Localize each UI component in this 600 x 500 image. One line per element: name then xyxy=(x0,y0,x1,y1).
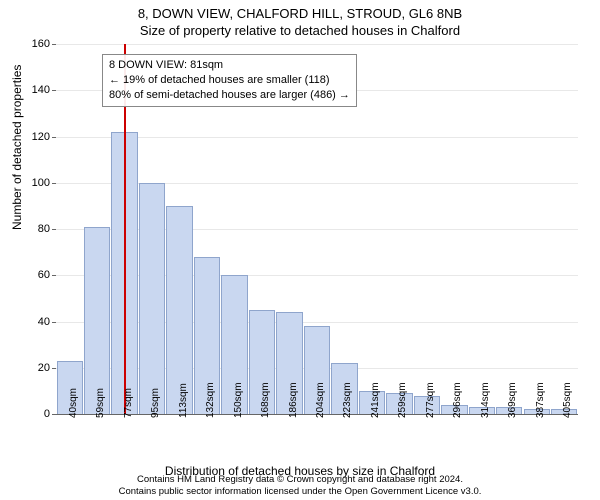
xtick-label: 405sqm xyxy=(562,382,573,418)
histogram-bar xyxy=(139,183,165,414)
ytick-mark xyxy=(52,137,56,138)
xtick-label: 241sqm xyxy=(370,382,381,418)
xtick-label: 40sqm xyxy=(68,388,79,418)
xtick-label: 369sqm xyxy=(507,382,518,418)
ytick-mark xyxy=(52,322,56,323)
xtick-label: 168sqm xyxy=(260,382,271,418)
xtick-label: 387sqm xyxy=(535,382,546,418)
ytick-mark xyxy=(52,183,56,184)
xtick-label: 77sqm xyxy=(123,388,134,418)
xtick-label: 113sqm xyxy=(178,383,189,418)
ytick-label: 160 xyxy=(32,38,50,50)
ytick-label: 20 xyxy=(38,362,50,374)
xtick-label: 277sqm xyxy=(425,382,436,418)
xtick-label: 296sqm xyxy=(452,382,463,418)
y-axis-label: Number of detached properties xyxy=(10,65,24,230)
chart-plot-area: 020406080100120140160 8 DOWN VIEW: 81sqm… xyxy=(56,44,578,414)
xtick-label: 132sqm xyxy=(205,382,216,418)
annotation-box: 8 DOWN VIEW: 81sqm ← 19% of detached hou… xyxy=(102,54,357,107)
footer-line2: Contains public sector information licen… xyxy=(0,486,600,498)
chart-container: 8, DOWN VIEW, CHALFORD HILL, STROUD, GL6… xyxy=(0,0,600,500)
ytick-label: 80 xyxy=(38,223,50,235)
title-main: 8, DOWN VIEW, CHALFORD HILL, STROUD, GL6… xyxy=(0,0,600,21)
grid-line xyxy=(56,44,578,45)
xtick-label: 223sqm xyxy=(342,382,353,418)
xtick-label: 259sqm xyxy=(397,382,408,418)
ytick-mark xyxy=(52,368,56,369)
footer-attribution: Contains HM Land Registry data © Crown c… xyxy=(0,474,600,498)
annot-line3: 80% of semi-detached houses are larger (… xyxy=(109,88,350,103)
ytick-mark xyxy=(52,229,56,230)
xtick-label: 314sqm xyxy=(480,382,491,418)
ytick-mark xyxy=(52,44,56,45)
xtick-label: 186sqm xyxy=(288,382,299,418)
ytick-mark xyxy=(52,90,56,91)
histogram-bar xyxy=(84,227,110,414)
xtick-label: 204sqm xyxy=(315,382,326,418)
title-sub: Size of property relative to detached ho… xyxy=(0,21,600,38)
ytick-label: 60 xyxy=(38,269,50,281)
xtick-label: 59sqm xyxy=(95,388,106,418)
annot-line2: ← 19% of detached houses are smaller (11… xyxy=(109,73,350,88)
xtick-label: 150sqm xyxy=(233,382,244,418)
ytick-label: 140 xyxy=(32,84,50,96)
ytick-label: 0 xyxy=(44,408,50,420)
ytick-label: 40 xyxy=(38,316,50,328)
ytick-mark xyxy=(52,275,56,276)
ytick-label: 100 xyxy=(32,177,50,189)
footer-line1: Contains HM Land Registry data © Crown c… xyxy=(0,474,600,486)
xtick-label: 95sqm xyxy=(150,388,161,418)
ytick-label: 120 xyxy=(32,131,50,143)
annot-line1: 8 DOWN VIEW: 81sqm xyxy=(109,58,350,73)
